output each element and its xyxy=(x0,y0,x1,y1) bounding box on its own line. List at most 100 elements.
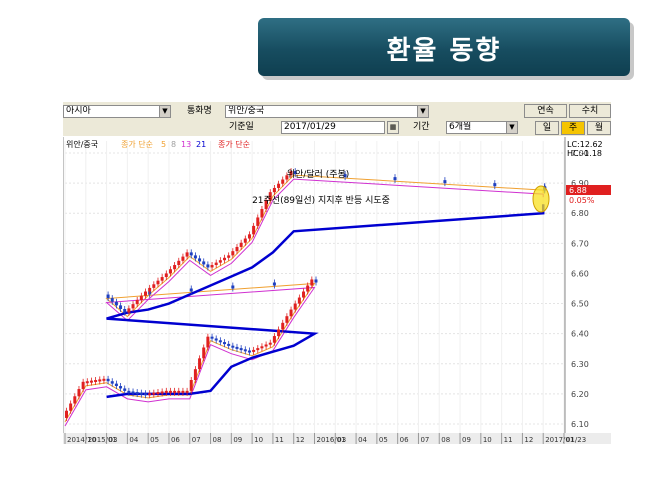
x-tick-label: 2017/01 xyxy=(545,436,574,444)
legend-ma5: 5 xyxy=(161,140,166,149)
candle-body xyxy=(106,378,110,382)
candle-body xyxy=(285,175,289,180)
candle-body xyxy=(152,284,156,288)
currency-select[interactable]: 위안/중국 ▼ xyxy=(225,105,429,118)
page-title-banner: 환율 동향 xyxy=(258,18,630,76)
candle-body xyxy=(210,336,214,339)
candle-body xyxy=(173,265,177,270)
calendar-icon[interactable]: ▦ xyxy=(387,121,399,134)
candle-body xyxy=(297,297,301,304)
candle-body xyxy=(198,258,202,262)
candle-body xyxy=(119,305,123,309)
x-tick-label: 01/23 xyxy=(566,436,586,444)
candle-body xyxy=(110,298,114,302)
week-button[interactable]: 주 xyxy=(561,121,585,135)
candle-body xyxy=(235,246,239,252)
chevron-down-icon[interactable]: ▼ xyxy=(417,106,428,117)
candle-body xyxy=(281,322,285,330)
lc-readout: LC:12.62 xyxy=(567,140,603,149)
candle-body xyxy=(268,342,272,345)
chart-annotation-note: 21주선(89일선) 지지후 반등 시도중 xyxy=(252,195,390,206)
current-value-box xyxy=(566,185,611,195)
continuous-button[interactable]: 연속 xyxy=(524,104,567,118)
candle-body xyxy=(81,381,85,390)
candle-body xyxy=(493,183,497,187)
candle-body xyxy=(243,349,247,352)
candle-body xyxy=(106,294,110,299)
candle-body xyxy=(239,242,243,247)
candle-body xyxy=(252,225,256,235)
chevron-down-icon[interactable]: ▼ xyxy=(159,106,170,117)
candle-body xyxy=(77,389,81,397)
base-date-field[interactable]: 2017/01/29 xyxy=(281,121,385,134)
chart-annotation-title: 위안/달러 (주봉) xyxy=(287,168,350,180)
x-tick-label: 05 xyxy=(379,436,388,444)
candle-body xyxy=(135,299,139,305)
candle-body xyxy=(231,285,235,289)
candle-body xyxy=(94,380,98,383)
region-select[interactable]: 아시아 ▼ xyxy=(63,105,171,118)
period-label: 기간 xyxy=(413,122,430,132)
candle-body xyxy=(202,261,206,265)
candle-body xyxy=(285,316,289,323)
chevron-down-icon[interactable]: ▼ xyxy=(506,122,517,133)
x-tick-label: 12 xyxy=(524,436,533,444)
candle-body xyxy=(127,308,131,313)
candle-body xyxy=(235,346,239,349)
x-tick-label: 07 xyxy=(192,436,201,444)
legend-ma21: 21 xyxy=(196,140,206,149)
current-value: 6.88 xyxy=(569,186,587,195)
candle-body xyxy=(144,291,148,296)
candle-body xyxy=(73,396,77,404)
candle-body xyxy=(198,358,202,370)
value-button[interactable]: 수치 xyxy=(569,104,611,118)
candle-body xyxy=(206,264,210,268)
x-tick-label: 12 xyxy=(296,436,305,444)
x-tick-label: 09 xyxy=(233,436,242,444)
month-button[interactable]: 월 xyxy=(587,121,611,135)
candle-body xyxy=(131,391,135,394)
base-date-label: 기준일 xyxy=(229,122,254,132)
x-tick-label: 09 xyxy=(462,436,471,444)
candle-body xyxy=(193,369,197,381)
candle-body xyxy=(148,287,152,292)
period-select[interactable]: 6개월 ▼ xyxy=(446,121,518,134)
x-tick-label: 10 xyxy=(254,436,263,444)
candle-body xyxy=(223,342,227,345)
candle-body xyxy=(231,345,235,348)
candle-body xyxy=(443,180,447,184)
period-value: 6개월 xyxy=(449,122,472,132)
candle-body xyxy=(247,350,251,353)
candle-body xyxy=(223,257,227,261)
candle-body xyxy=(185,390,189,393)
candle-body xyxy=(264,200,268,210)
candle-body xyxy=(65,410,68,418)
candle-body xyxy=(181,390,185,393)
y-tick-label: 6.50 xyxy=(571,300,589,309)
candle-body xyxy=(243,238,247,243)
candle-body xyxy=(177,390,181,393)
day-button[interactable]: 일 xyxy=(535,121,559,135)
candle-body xyxy=(160,277,164,281)
candle-body xyxy=(181,256,185,261)
candle-body xyxy=(227,343,231,346)
x-tick-label: 07 xyxy=(420,436,429,444)
candle-body xyxy=(144,393,148,396)
candle-body xyxy=(289,171,293,176)
candle-body xyxy=(148,393,152,396)
x-tick-label: 06 xyxy=(171,436,180,444)
candle-body xyxy=(227,255,231,258)
candle-body xyxy=(164,390,168,393)
region-value: 아시아 xyxy=(66,106,91,116)
base-date-value: 2017/01/29 xyxy=(284,122,336,132)
x-tick-label: 05 xyxy=(150,436,159,444)
candle-body xyxy=(231,251,235,256)
y-tick-label: 6.90 xyxy=(571,179,589,188)
candle-body xyxy=(131,304,135,309)
candle-body xyxy=(218,340,222,343)
candle-body xyxy=(293,303,297,310)
candle-body xyxy=(272,282,276,286)
candle-body xyxy=(189,380,193,391)
candle-body xyxy=(164,273,168,278)
candle-body xyxy=(218,260,222,263)
